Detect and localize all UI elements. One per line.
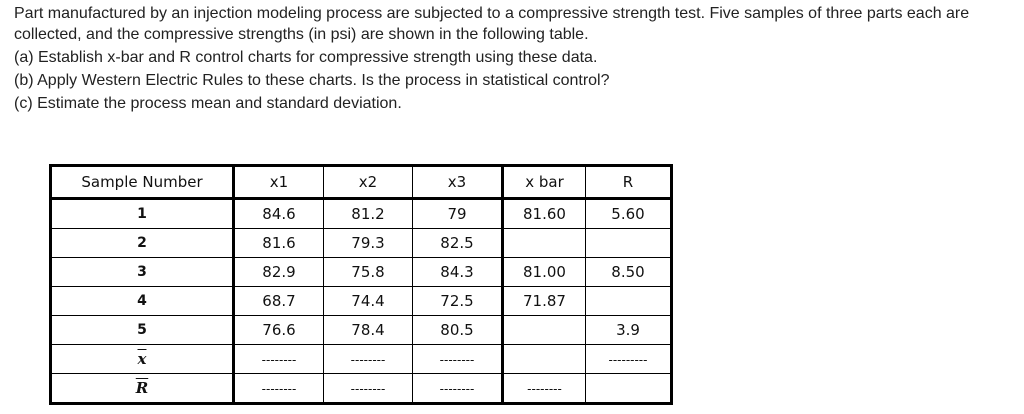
range-cell	[585, 228, 672, 258]
header-x1: x1	[233, 165, 324, 199]
table-header-row: Sample Number x1 x2 x3 x bar R	[50, 165, 672, 199]
x2-cell: 81.2	[323, 198, 413, 229]
x-bar-cell: 81.00	[501, 257, 586, 287]
x3-cell: --------	[412, 344, 503, 374]
placeholder-dashes: --------	[261, 382, 297, 396]
sample-number-cell: 5	[50, 315, 235, 345]
r-bar-label: R	[50, 373, 235, 404]
placeholder-dashes: --------	[350, 353, 386, 367]
header-x2: x2	[323, 165, 413, 199]
placeholder-dashes: --------	[439, 353, 475, 367]
x3-cell: 80.5	[412, 315, 503, 345]
header-sample-number: Sample Number	[50, 165, 235, 199]
x3-cell: 82.5	[412, 228, 503, 258]
x-bar-cell: 81.60	[501, 198, 586, 229]
x2-cell: 75.8	[323, 257, 413, 287]
question-a: (a) Establish x-bar and R control charts…	[14, 49, 598, 66]
sample-number-cell: 2	[50, 228, 235, 258]
table-row: 5 76.6 78.4 80.5 3.9	[50, 315, 672, 345]
x3-cell: 79	[412, 198, 503, 229]
range-cell	[585, 373, 672, 404]
placeholder-dashes: --------	[439, 382, 475, 396]
x-double-bar-symbol: x	[137, 350, 147, 368]
x2-cell: 78.4	[323, 315, 413, 345]
x1-cell: 84.6	[233, 198, 324, 229]
table-row: 1 84.6 81.2 79 81.60 5.60	[50, 198, 672, 229]
question-c: (c) Estimate the process mean and standa…	[14, 95, 402, 112]
x2-cell: --------	[323, 344, 413, 374]
placeholder-dashes: --------	[350, 382, 386, 396]
x1-cell: 68.7	[233, 286, 324, 316]
header-x3: x3	[412, 165, 503, 199]
x-bar-cell	[501, 344, 586, 374]
x-bar-cell: --------	[501, 373, 586, 404]
table-row: 2 81.6 79.3 82.5	[50, 228, 672, 258]
header-range: R	[585, 165, 672, 199]
range-cell: 5.60	[585, 198, 672, 229]
x1-cell: 81.6	[233, 228, 324, 258]
range-cell	[585, 286, 672, 316]
problem-statement: Part manufactured by an injection modeli…	[14, 3, 1014, 114]
x2-cell: --------	[323, 373, 413, 404]
range-cell: 8.50	[585, 257, 672, 287]
placeholder-dashes: --------	[527, 382, 562, 396]
sample-number-cell: 3	[50, 257, 235, 287]
compressive-strength-table: Sample Number x1 x2 x3 x bar R 1 84.6 81…	[49, 164, 673, 405]
sample-number-cell: 4	[50, 286, 235, 316]
table-row-grand-mean: x -------- -------- -------- ---------	[50, 344, 672, 374]
x-bar-cell	[501, 228, 586, 258]
data-table-container: Sample Number x1 x2 x3 x bar R 1 84.6 81…	[49, 164, 673, 405]
x1-cell: --------	[233, 373, 324, 404]
x3-cell: 72.5	[412, 286, 503, 316]
x1-cell: --------	[233, 344, 324, 374]
r-bar-symbol: R	[135, 379, 149, 397]
x2-cell: 79.3	[323, 228, 413, 258]
table-row-mean-range: R -------- -------- -------- --------	[50, 373, 672, 404]
table-row: 4 68.7 74.4 72.5 71.87	[50, 286, 672, 316]
x1-cell: 76.6	[233, 315, 324, 345]
x-bar-cell	[501, 315, 586, 345]
x-double-bar-label: x	[50, 344, 235, 374]
sample-number-cell: 1	[50, 198, 235, 229]
x3-cell: --------	[412, 373, 503, 404]
x-bar-cell: 71.87	[501, 286, 586, 316]
placeholder-dashes: --------	[261, 353, 297, 367]
question-b: (b) Apply Western Electric Rules to thes…	[14, 72, 610, 89]
range-cell: ---------	[585, 344, 672, 374]
table-row: 3 82.9 75.8 84.3 81.00 8.50	[50, 257, 672, 287]
x3-cell: 84.3	[412, 257, 503, 287]
placeholder-dashes: ---------	[608, 353, 648, 367]
header-x-bar: x bar	[501, 165, 586, 199]
problem-intro: Part manufactured by an injection modeli…	[14, 5, 970, 43]
range-cell: 3.9	[585, 315, 672, 345]
x2-cell: 74.4	[323, 286, 413, 316]
x1-cell: 82.9	[233, 257, 324, 287]
